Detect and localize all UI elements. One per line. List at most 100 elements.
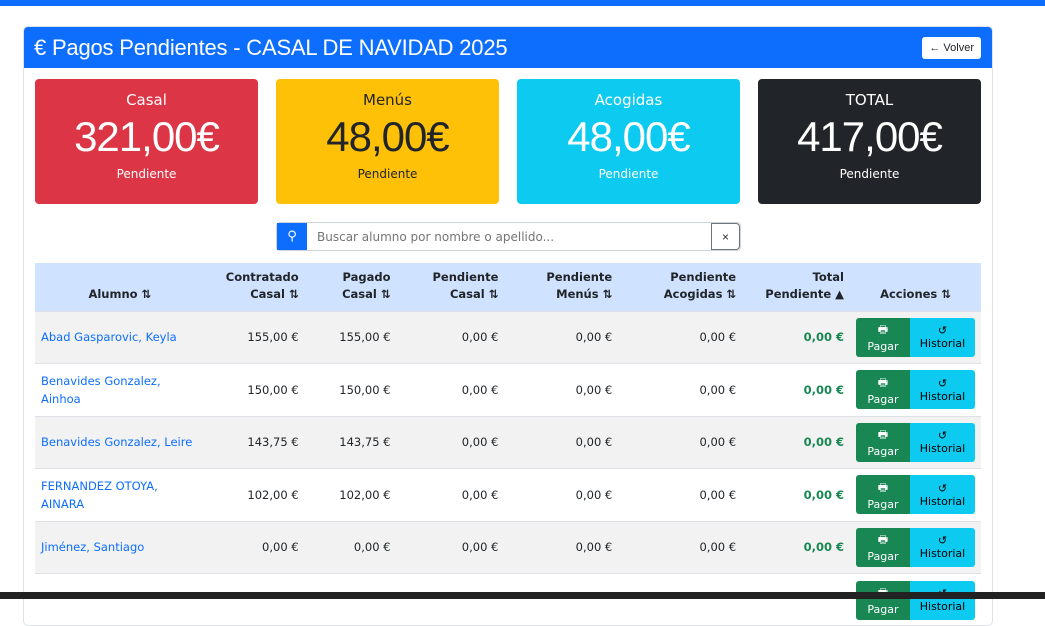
cell: 0,00 € — [618, 416, 742, 469]
cell: 102,00 € — [305, 469, 397, 522]
history-button[interactable]: ↺Historial — [910, 318, 975, 357]
cell — [205, 574, 305, 626]
cell: 0,00 € — [396, 311, 504, 364]
stat-value: 48,00€ — [517, 113, 740, 161]
stat-subtitle: Pendiente — [35, 167, 258, 181]
cell: 155,00 € — [305, 311, 397, 364]
stat-subtitle: Pendiente — [758, 167, 981, 181]
stat-value: 48,00€ — [276, 113, 499, 161]
cell: 0,00 € — [504, 469, 618, 522]
student-link[interactable]: Jiménez, Santiago — [41, 540, 144, 554]
stats-row: Casal 321,00€ Pendiente Menús 48,00€ Pen… — [35, 79, 981, 204]
student-link[interactable]: Benavides Gonzalez, Ainhoa — [41, 374, 161, 406]
cell: 0,00 € — [742, 469, 850, 522]
cell — [742, 574, 850, 626]
back-button[interactable]: ← Volver — [922, 37, 981, 59]
cell: 0,00 € — [396, 364, 504, 417]
student-link[interactable]: Benavides Gonzalez, Leire — [41, 435, 192, 449]
page-title: € Pagos Pendientes - CASAL DE NAVIDAD 20… — [34, 35, 507, 61]
cash-register-icon: 🖶 — [878, 321, 888, 340]
pay-button[interactable]: 🖶Pagar — [856, 475, 910, 514]
search-bar: ⚲ × — [276, 222, 741, 251]
pay-button[interactable]: 🖶Pagar — [856, 318, 910, 357]
table-row: 🖶Pagar↺Historial — [35, 574, 981, 626]
stat-subtitle: Pendiente — [517, 167, 740, 181]
cell: 150,00 € — [205, 364, 305, 417]
history-icon: ↺ — [938, 534, 947, 547]
column-header[interactable]: Alumno ⇅ — [35, 263, 205, 311]
cash-register-icon: 🖶 — [878, 479, 888, 498]
cell: 0,00 € — [396, 469, 504, 522]
pay-button[interactable]: 🖶Pagar — [856, 423, 910, 462]
stat-card-1: Menús 48,00€ Pendiente — [276, 79, 499, 204]
cell: 0,00 € — [504, 364, 618, 417]
cell: 0,00 € — [618, 311, 742, 364]
history-icon: ↺ — [938, 377, 947, 390]
cell — [504, 574, 618, 626]
stat-title: Acogidas — [517, 91, 740, 109]
cell: 0,00 € — [504, 416, 618, 469]
student-link[interactable]: FERNANDEZ OTOYA, AINARA — [41, 479, 158, 511]
history-button[interactable]: ↺Historial — [910, 423, 975, 462]
search-input[interactable] — [307, 223, 711, 250]
pay-button[interactable]: 🖶Pagar — [856, 528, 910, 567]
history-button[interactable]: ↺Historial — [910, 475, 975, 514]
cell: 102,00 € — [205, 469, 305, 522]
stat-subtitle: Pendiente — [276, 167, 499, 181]
cell: 0,00 € — [396, 521, 504, 574]
cell: 0,00 € — [504, 311, 618, 364]
history-icon: ↺ — [938, 429, 947, 442]
stat-title: Menús — [276, 91, 499, 109]
history-icon: ↺ — [938, 482, 947, 495]
top-bar — [0, 0, 1045, 6]
cash-register-icon: 🖶 — [878, 426, 888, 445]
cell: 0,00 € — [618, 521, 742, 574]
cell: 0,00 € — [742, 311, 850, 364]
history-icon: ↺ — [938, 324, 947, 337]
history-button[interactable]: ↺Historial — [910, 528, 975, 567]
stat-value: 417,00€ — [758, 113, 981, 161]
cell — [396, 574, 504, 626]
cell: 0,00 € — [618, 469, 742, 522]
cell: 143,75 € — [305, 416, 397, 469]
history-button[interactable]: ↺Historial — [910, 370, 975, 409]
clear-search-button[interactable]: × — [711, 223, 740, 250]
cell: 0,00 € — [205, 521, 305, 574]
taskbar — [0, 592, 1045, 599]
cell — [618, 574, 742, 626]
history-button[interactable]: ↺Historial — [910, 581, 975, 620]
cash-register-icon: 🖶 — [878, 374, 888, 393]
column-header[interactable]: Acciones ⇅ — [850, 263, 981, 311]
cell: 155,00 € — [205, 311, 305, 364]
cell: 0,00 € — [742, 521, 850, 574]
stat-title: Casal — [35, 91, 258, 109]
cash-register-icon: 🖶 — [878, 531, 888, 550]
cell: 0,00 € — [396, 416, 504, 469]
payments-card: € Pagos Pendientes - CASAL DE NAVIDAD 20… — [23, 26, 993, 626]
search-icon: ⚲ — [277, 223, 307, 250]
cell: 0,00 € — [742, 416, 850, 469]
cell: 0,00 € — [618, 364, 742, 417]
stat-title: TOTAL — [758, 91, 981, 109]
cell: 0,00 € — [305, 521, 397, 574]
pay-button[interactable]: 🖶Pagar — [856, 581, 910, 620]
cell — [305, 574, 397, 626]
pay-button[interactable]: 🖶Pagar — [856, 370, 910, 409]
card-header: € Pagos Pendientes - CASAL DE NAVIDAD 20… — [24, 27, 992, 68]
cell: 0,00 € — [504, 521, 618, 574]
stat-value: 321,00€ — [35, 113, 258, 161]
student-link[interactable]: Abad Gasparovic, Keyla — [41, 330, 177, 344]
stat-card-2: Acogidas 48,00€ Pendiente — [517, 79, 740, 204]
